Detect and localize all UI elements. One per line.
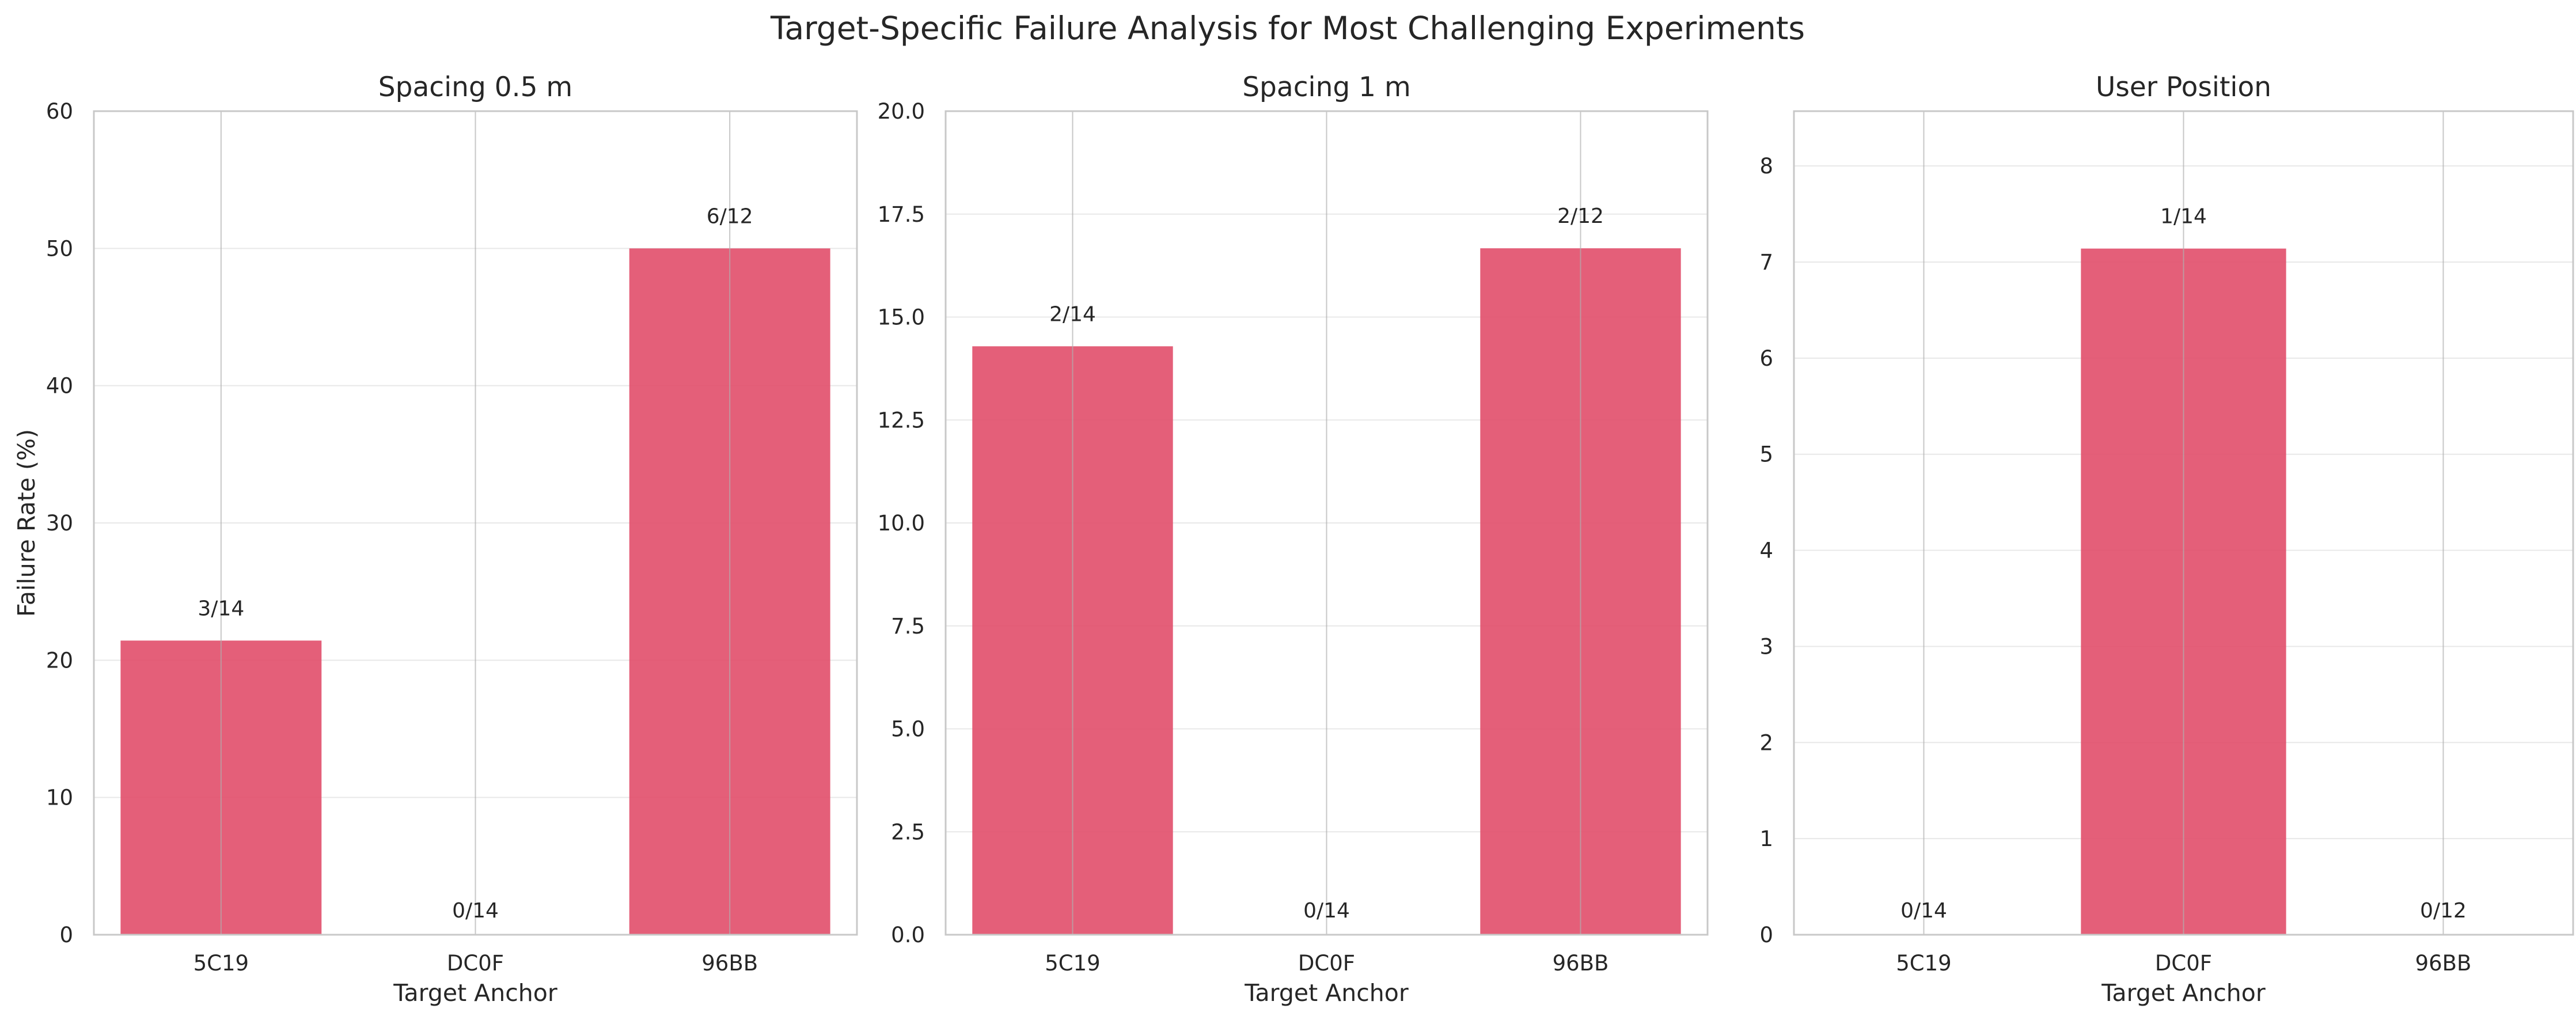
bar-value-label: 0/12	[2420, 899, 2467, 923]
bar-value-label: 3/14	[198, 597, 244, 620]
y-tick-label: 30	[46, 511, 73, 536]
y-tick-label: 50	[46, 236, 73, 261]
chart-panel: 2/14 0/14 2/12 0.0 2.5 5.0 7.5 10.0 12.5 15.0 17.5…	[878, 71, 1709, 1007]
plot-frame	[1793, 110, 2574, 936]
bar-value-label: 6/12	[707, 204, 753, 228]
y-tick-label: 10	[46, 786, 73, 810]
y-tick-label: 0	[1759, 923, 1773, 947]
x-tick-label: 96BB	[1553, 951, 1609, 976]
x-tick-label: DC0F	[1298, 951, 1355, 976]
y-tick-label: 10.0	[878, 511, 925, 536]
y-tick-label: 2.5	[891, 820, 925, 844]
y-tick-label: 0.0	[891, 923, 925, 947]
y-tick-label: 5.0	[891, 717, 925, 742]
plot-frame	[93, 110, 858, 936]
chart-panel: 0/14 1/14 0/12 0 1 2 3 4 5 6 7 8 5C19 DC0F 96BB User Po…	[1759, 71, 2574, 1007]
y-tick-label: 60	[46, 99, 73, 124]
y-tick-label: 15.0	[878, 305, 925, 330]
y-tick-label: 0	[59, 923, 73, 947]
panel-title: Spacing 0.5 m	[378, 71, 572, 103]
bar-value-label: 1/14	[2160, 205, 2207, 229]
chart-panel: 3/14 0/14 6/12 0 10 20 30 40 50 60 5C19 DC0F 96BB Spa…	[13, 71, 858, 1007]
bar-value-label: 0/14	[1900, 899, 1947, 923]
bar-value-label: 2/14	[1049, 302, 1096, 326]
x-axis-label: Target Anchor	[2101, 979, 2266, 1007]
bar-value-label: 2/12	[1557, 204, 1604, 228]
y-tick-label: 7.5	[891, 614, 925, 639]
x-axis-label: Target Anchor	[393, 979, 557, 1007]
y-tick-label: 12.5	[878, 408, 925, 433]
y-tick-label: 4	[1759, 538, 1773, 563]
y-tick-label: 1	[1759, 826, 1773, 851]
y-tick-label: 7	[1759, 250, 1773, 275]
x-tick-label: DC0F	[447, 951, 504, 976]
y-tick-label: 3	[1759, 634, 1773, 659]
y-tick-label: 2	[1759, 730, 1773, 755]
y-tick-label: 17.5	[878, 202, 925, 227]
plot-frame	[944, 110, 1709, 936]
panel-title: Spacing 1 m	[1242, 71, 1411, 103]
y-axis-label: Failure Rate (%)	[13, 429, 40, 617]
figure-title: Target-Specific Failure Analysis for Mos…	[770, 10, 1805, 47]
y-tick-label: 6	[1759, 346, 1773, 371]
y-tick-label: 20.0	[878, 99, 925, 124]
x-tick-label: 5C19	[194, 951, 249, 976]
x-axis-label: Target Anchor	[1244, 979, 1409, 1007]
x-tick-label: 5C19	[1896, 951, 1951, 976]
x-tick-label: 96BB	[701, 951, 758, 976]
y-tick-label: 40	[46, 374, 73, 399]
x-tick-label: 5C19	[1045, 951, 1100, 976]
y-tick-label: 8	[1759, 154, 1773, 179]
x-tick-label: 96BB	[2415, 951, 2472, 976]
y-tick-label: 5	[1759, 442, 1773, 467]
panel-title: User Position	[2096, 71, 2271, 103]
bar-value-label: 0/14	[1303, 899, 1350, 923]
y-tick-label: 20	[46, 648, 73, 673]
x-tick-label: DC0F	[2155, 951, 2212, 976]
bar-value-label: 0/14	[452, 899, 499, 923]
